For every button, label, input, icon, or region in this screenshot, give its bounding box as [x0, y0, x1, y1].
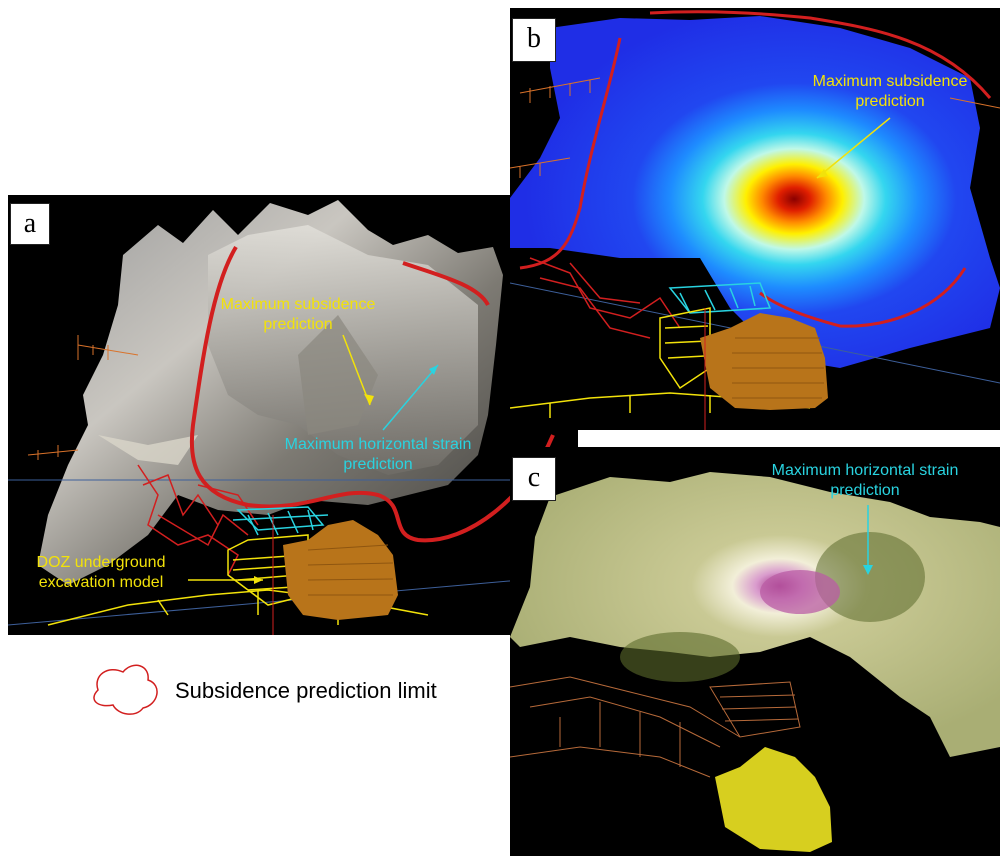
annotation-line: prediction: [263, 316, 333, 333]
annotation-line: prediction: [343, 456, 413, 473]
panel-c-strain-annotation: Maximum horizontal strain prediction: [740, 461, 990, 501]
subsidence-limit-line: [189, 245, 555, 543]
panel-b-label: b: [512, 18, 556, 62]
panel-b-scene: [510, 10, 1000, 430]
subsidence-arrow: [342, 334, 371, 406]
annotation-line: prediction: [855, 93, 925, 110]
strain-arrow: [382, 364, 439, 431]
legend-limit-icon: [93, 664, 158, 715]
annotation-line: excavation model: [38, 574, 164, 591]
annotation-line: DOZ underground: [36, 554, 166, 571]
annotation-line: Maximum horizontal strain: [771, 462, 959, 479]
panel-b: b Maximum subsidence prediction: [510, 8, 1000, 430]
panel-a-label: a: [10, 203, 50, 245]
annotation-line: Maximum subsidence: [220, 296, 376, 313]
red-workings: [137, 464, 259, 576]
annotation-line: prediction: [830, 482, 900, 499]
annotation-line: Maximum horizontal strain: [284, 436, 472, 453]
panel-c-label: c: [512, 457, 556, 501]
panel-a-doz-annotation: DOZ underground excavation model: [16, 553, 186, 593]
subsidence-limit-line: [519, 10, 992, 328]
panel-a-scene: [8, 200, 578, 635]
panel-a: a Maximum subsidence prediction Maximum …: [8, 195, 578, 635]
strain-surface: [510, 472, 1000, 757]
excavation-model: [700, 313, 828, 410]
panel-b-subsidence-annotation: Maximum subsidence prediction: [790, 72, 990, 112]
panel-c-scene: [510, 472, 1000, 852]
panel-a-subsidence-annotation: Maximum subsidence prediction: [188, 295, 408, 335]
panel-a-strain-annotation: Maximum horizontal strain prediction: [258, 435, 498, 475]
panel-c: c Maximum horizontal strain prediction: [510, 447, 1000, 856]
legend-label: Subsidence prediction limit: [175, 678, 437, 703]
subsidence-surface: [510, 16, 1000, 368]
subsidence-arrow: [816, 117, 891, 179]
annotation-line: Maximum subsidence: [812, 73, 968, 90]
excavation-model: [715, 747, 832, 852]
